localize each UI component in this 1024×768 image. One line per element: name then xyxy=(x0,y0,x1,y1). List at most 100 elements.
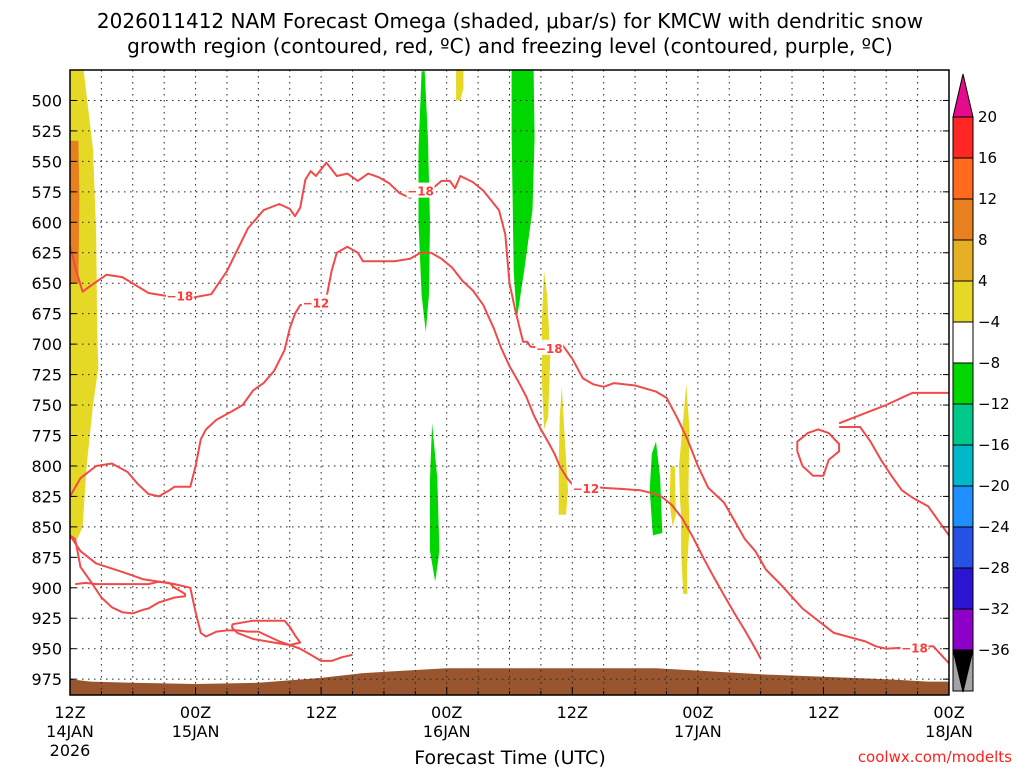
colorbar-label: −16 xyxy=(978,436,1010,454)
colorbar-label: −20 xyxy=(978,477,1010,495)
omega-region-2 xyxy=(456,70,464,101)
contour-label: −18 xyxy=(407,185,434,199)
y-tick-label: 925 xyxy=(31,609,62,628)
plot-area: −18 −12 −18 −18 −12 −18 xyxy=(69,69,950,696)
colorbar-label: 12 xyxy=(978,190,997,208)
colorbar-swatch xyxy=(952,157,974,200)
x-tick-label: 00Z xyxy=(933,703,964,722)
y-tick-label: 700 xyxy=(31,335,62,354)
temperature-contours xyxy=(70,161,949,664)
colorbar-label: −8 xyxy=(978,354,1000,372)
x-tick-date: 17JAN xyxy=(674,722,722,741)
colorbar-label: −12 xyxy=(978,395,1010,413)
y-tick-label: 550 xyxy=(31,152,62,171)
x-tick-date: 18JAN xyxy=(925,722,973,741)
y-tick-label: 875 xyxy=(31,548,62,567)
contour-label: −18 xyxy=(536,342,563,356)
colorbar-swatch xyxy=(952,362,974,405)
contour-label-bg xyxy=(301,294,330,310)
colorbar-swatch xyxy=(952,198,974,241)
x-axis-label: Forecast Time (UTC) xyxy=(414,747,605,768)
x-tick-label: 12Z xyxy=(54,703,85,722)
x-tick-label: 00Z xyxy=(682,703,713,722)
x-tick-label: 00Z xyxy=(431,703,462,722)
colorbar-swatch xyxy=(952,321,974,364)
credit-text: coolwx.com/modelts xyxy=(858,748,1012,766)
colorbar-label: −32 xyxy=(978,600,1010,618)
contour-line-6 xyxy=(838,391,949,425)
contour-line-2 xyxy=(70,534,353,662)
colorbar-swatch xyxy=(952,444,974,487)
colorbar-swatch xyxy=(952,608,974,651)
gridlines xyxy=(70,70,949,695)
contour-label: −18 xyxy=(166,289,193,303)
y-tick-label: 850 xyxy=(31,518,62,537)
x-tick-date: 15JAN xyxy=(172,722,220,741)
omega-region-10 xyxy=(669,466,676,527)
contour-line-4 xyxy=(231,619,302,646)
y-tick-label: 775 xyxy=(31,426,62,445)
colorbar-over-arrow xyxy=(952,73,974,118)
colorbar-label: −4 xyxy=(978,313,1000,331)
omega-region-4 xyxy=(511,70,535,320)
y-tick-label: 600 xyxy=(31,213,62,232)
colorbar-label: −24 xyxy=(978,518,1010,536)
contour-label-bg xyxy=(571,479,600,495)
colorbar-label: 8 xyxy=(978,231,988,249)
colorbar-swatch xyxy=(952,239,974,282)
colorbar: 20 16 12 8 4 −4 −8 −12 −16 −20 −24 −28 −32 −36 xyxy=(952,73,1010,693)
x-tick-date: 14JAN xyxy=(46,722,94,741)
x-tick-date: 16JAN xyxy=(423,722,471,741)
x-tick-year: 2026 xyxy=(50,741,91,760)
contour-label-bg xyxy=(406,182,435,198)
y-tick-label: 675 xyxy=(31,305,62,324)
y-tick-label: 650 xyxy=(31,274,62,293)
colorbar-swatch xyxy=(952,280,974,323)
omega-region-6 xyxy=(558,386,569,515)
omega-region-7 xyxy=(430,423,440,582)
omega-region-3 xyxy=(418,71,430,332)
y-tick-label: 500 xyxy=(31,91,62,110)
contour-line-5 xyxy=(796,428,841,477)
colorbar-under-arrow xyxy=(952,649,974,693)
contour-line-1 xyxy=(70,245,762,659)
colorbar-label: 20 xyxy=(978,108,997,126)
colorbar-swatch xyxy=(952,403,974,446)
y-tick-label: 525 xyxy=(31,122,62,141)
x-tick-label: 00Z xyxy=(180,703,211,722)
y-tick-label: 625 xyxy=(31,244,62,263)
contour-label-bg xyxy=(535,339,564,355)
colorbar-label: 4 xyxy=(978,272,988,290)
contour-labels: −18 −12 −18 −18 −12 −18 xyxy=(165,182,929,655)
y-tick-label: 825 xyxy=(31,487,62,506)
x-tick-label: 12Z xyxy=(305,703,336,722)
y-tick-label: 950 xyxy=(31,640,62,659)
contour-label: −18 xyxy=(901,641,928,655)
colorbar-label: 16 xyxy=(978,149,997,167)
contour-line-3 xyxy=(70,534,187,615)
chart-title-line1: 2026011412 NAM Forecast Omega (shaded, μ… xyxy=(97,9,923,33)
colorbar-label: −36 xyxy=(978,641,1010,659)
y-tick-label: 750 xyxy=(31,396,62,415)
chart-title-line2: growth region (contoured, red, ºC) and f… xyxy=(127,34,893,58)
omega-region-8 xyxy=(649,441,663,536)
contour-label: −12 xyxy=(573,482,600,496)
contour-label-bg xyxy=(165,287,194,303)
colorbar-swatch xyxy=(952,116,974,159)
contour-line-7 xyxy=(839,426,949,536)
contour-label-bg xyxy=(900,639,929,655)
omega-region-1 xyxy=(70,140,80,284)
colorbar-label: −28 xyxy=(978,559,1010,577)
colorbar-swatch xyxy=(952,567,974,610)
y-tick-label: 575 xyxy=(31,183,62,202)
y-tick-label: 800 xyxy=(31,457,62,476)
colorbar-swatch xyxy=(952,526,974,569)
x-tick-label: 12Z xyxy=(557,703,588,722)
contour-label: −12 xyxy=(303,297,330,311)
y-tick-label: 900 xyxy=(31,579,62,598)
contour-line-0 xyxy=(70,161,949,664)
pressure-axis: 500 525 550 575 600 625 650 675 700 725 750 775 800 8… xyxy=(31,91,949,689)
y-tick-label: 975 xyxy=(31,670,62,689)
